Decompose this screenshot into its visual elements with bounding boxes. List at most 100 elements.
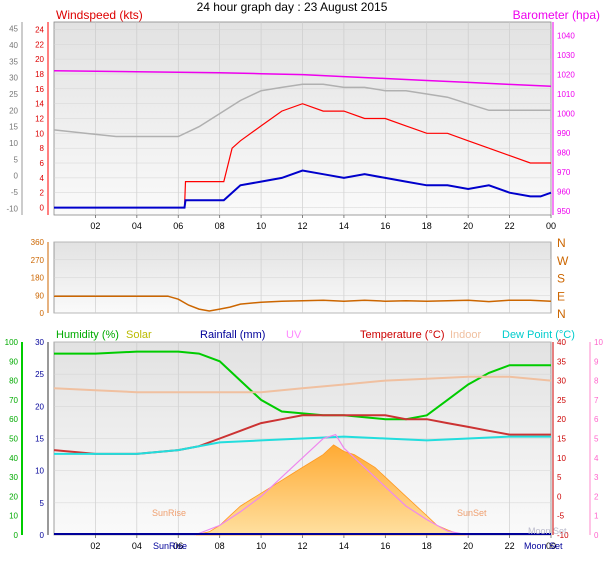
uv-line [194, 433, 469, 536]
dew-point-c-line [54, 435, 551, 455]
outer-tick-label: 25 [9, 90, 18, 99]
solar-tick-label: 0 [40, 531, 45, 540]
temp-x-label: 06 [173, 541, 183, 551]
outer-tick-label: 30 [9, 74, 18, 83]
temperature-tick-label: 30 [557, 377, 566, 386]
astro-annotation: SunRise [152, 508, 186, 518]
outer-tick-label: 5 [14, 155, 19, 164]
wind-x-label: 14 [339, 221, 349, 231]
uv-tick-label: 6 [594, 415, 599, 424]
windspeed-tick-label: 14 [35, 100, 44, 109]
temp-x-label: 14 [339, 541, 349, 551]
uv-tick-label: 1 [594, 512, 599, 521]
barometer-tick-label: 1040 [557, 32, 575, 41]
solar-tick-label: 25 [35, 370, 44, 379]
temp-humidity-panel: Humidity (%) Solar Rainfall (mm) UV Temperat… [5, 329, 604, 551]
humidity-tick-label: 50 [9, 435, 18, 444]
windspeed-tick-label: 6 [40, 159, 45, 168]
uv-tick-label: 0 [594, 531, 599, 540]
solar-tick-label: 10 [35, 467, 44, 476]
wind-x-label: 22 [505, 221, 515, 231]
windspeed-tick-label: 8 [40, 144, 45, 153]
solar-area [194, 444, 469, 536]
humidity-tick-label: 40 [9, 454, 18, 463]
astro-annotation: Moon Set [524, 541, 563, 551]
compass-label: N [557, 307, 566, 321]
uv-tick-label: 5 [594, 435, 599, 444]
humidity-tick-label: 30 [9, 473, 18, 482]
legend-item: Dew Point (°C) [502, 329, 575, 341]
gust-line [54, 103, 551, 209]
windspeed-tick-label: 22 [35, 40, 44, 49]
outer-tick-label: 0 [14, 172, 19, 181]
temperature-tick-label: -5 [557, 512, 565, 521]
astro-annotation: SunSet [457, 508, 487, 518]
legend-item: Indoor [450, 329, 482, 341]
temp-x-label: 10 [256, 541, 266, 551]
temperature-tick-label: 35 [557, 357, 566, 366]
windspeed-label: Windspeed (kts) [56, 8, 143, 22]
direction-tick-label: 270 [31, 256, 45, 265]
barometer-label: Barometer (hpa) [513, 8, 600, 22]
direction-tick-label: 180 [31, 274, 45, 283]
solar-tick-label: 30 [35, 338, 44, 347]
temperature-tick-label: -10 [557, 531, 569, 540]
temp-x-label: 22 [505, 541, 515, 551]
legend-item: Solar [126, 329, 152, 341]
direction-tick-label: 0 [40, 309, 45, 318]
wind-x-label: 06 [173, 221, 183, 231]
direction-tick-label: 360 [31, 238, 45, 247]
humidity-tick-label: 0 [14, 531, 19, 540]
humidity-tick-label: 60 [9, 415, 18, 424]
direction-tick-label: 90 [35, 291, 44, 300]
legend-item: Humidity (%) [56, 329, 119, 341]
windspeed-tick-label: 24 [35, 25, 44, 34]
uv-tick-label: 10 [594, 338, 603, 347]
compass-label: W [557, 254, 569, 268]
windspeed-tick-label: 4 [40, 174, 45, 183]
temperature-tick-label: 25 [557, 396, 566, 405]
temp-x-label: 16 [380, 541, 390, 551]
wind-x-label: 00 [546, 221, 556, 231]
windspeed-tick-label: 18 [35, 70, 44, 79]
temp-x-label: 20 [463, 541, 473, 551]
solar-tick-label: 20 [35, 402, 44, 411]
temp-x-label: 18 [422, 541, 432, 551]
outer-tick-label: -10 [6, 204, 18, 213]
temp-x-label: 02 [90, 541, 100, 551]
windspeed-tick-label: 16 [35, 85, 44, 94]
outer-tick-label: 40 [9, 41, 18, 50]
outer-tick-label: 35 [9, 57, 18, 66]
uv-tick-label: 2 [594, 492, 599, 501]
temperature-tick-label: 10 [557, 454, 566, 463]
temperature-tick-label: 0 [557, 492, 562, 501]
temperature-tick-label: 20 [557, 415, 566, 424]
humidity-tick-label: 100 [5, 338, 19, 347]
barometer-tick-label: 1030 [557, 51, 575, 60]
temperature-tick-label: 15 [557, 435, 566, 444]
grey-trace-line [53, 83, 551, 138]
wind-x-label: 20 [463, 221, 473, 231]
astro-annotation: Moon Set [528, 526, 567, 536]
wind-x-label: 16 [380, 221, 390, 231]
wind-x-label: 12 [297, 221, 307, 231]
uv-tick-label: 9 [594, 357, 599, 366]
uv-tick-label: 8 [594, 377, 599, 386]
indoor-line [53, 375, 552, 394]
wind-x-label: 10 [256, 221, 266, 231]
humidity-tick-label: 20 [9, 492, 18, 501]
barometer-line [53, 69, 552, 88]
wind-x-label: 08 [215, 221, 225, 231]
outer-tick-label: 20 [9, 106, 18, 115]
legend-item: UV [286, 329, 302, 341]
astro-annotation: SunRise [153, 541, 187, 551]
outer-tick-label: 15 [9, 123, 18, 132]
wind-x-label: 04 [132, 221, 142, 231]
humidity-tick-label: 70 [9, 396, 18, 405]
barometer-tick-label: 970 [557, 168, 571, 177]
barometer-tick-label: 980 [557, 149, 571, 158]
wind-direction-line [54, 295, 552, 312]
humidity-tick-label: 10 [9, 512, 18, 521]
windspeed-tick-label: 2 [40, 189, 45, 198]
